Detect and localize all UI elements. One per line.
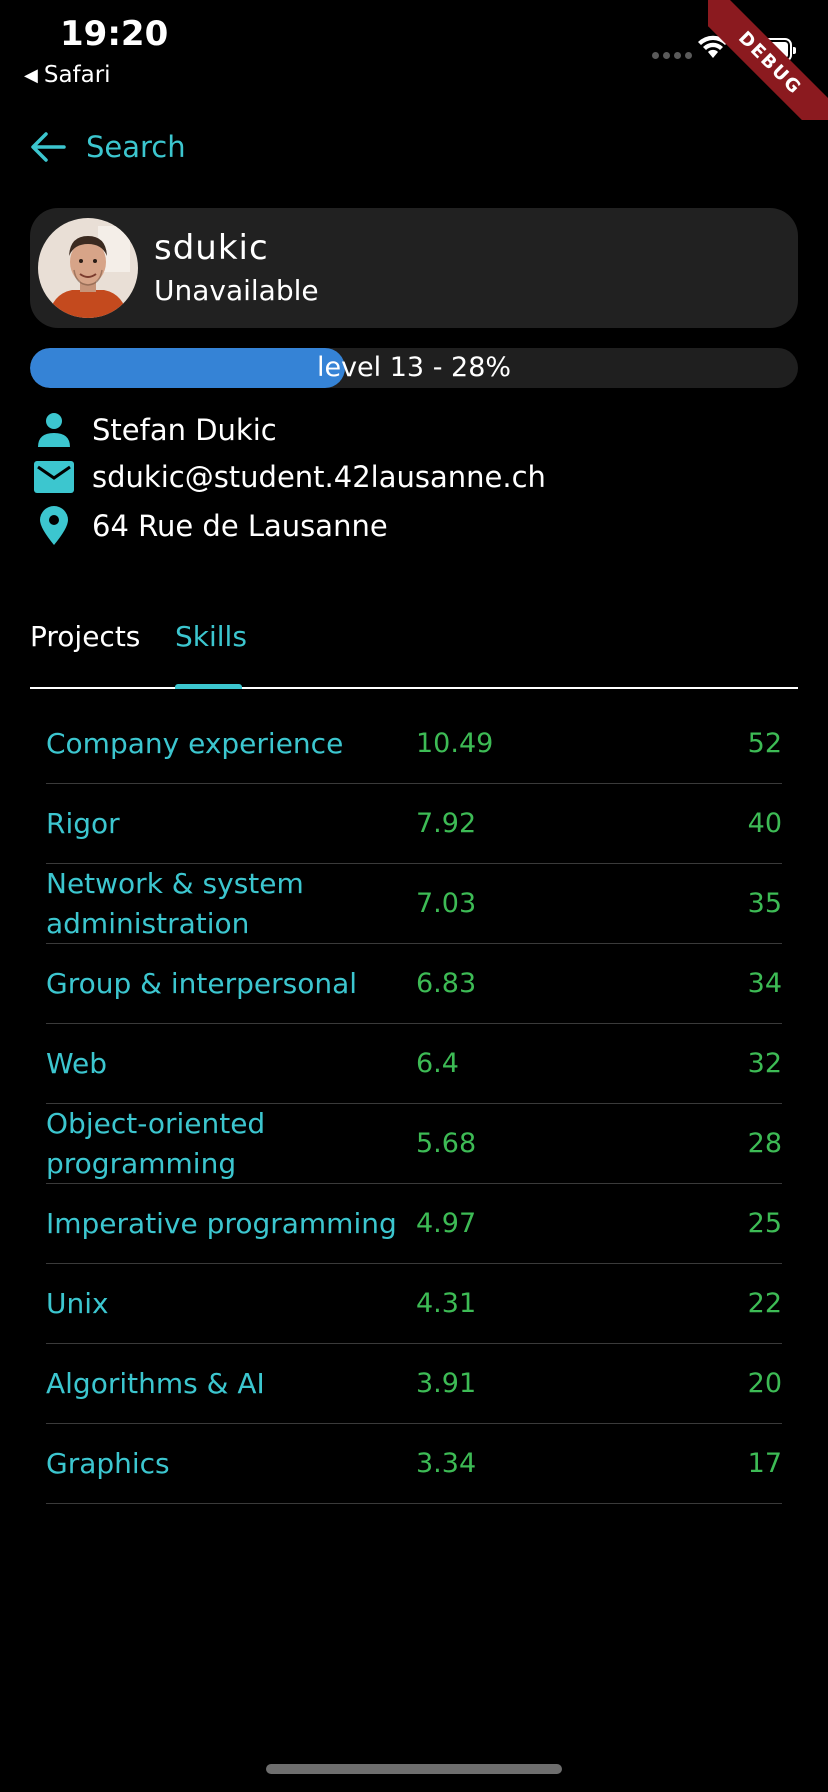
availability-status: Unavailable: [154, 274, 319, 307]
info-email-row: sdukic@student.42lausanne.ch: [30, 460, 546, 494]
skill-row: Web 6.4 32: [46, 1024, 782, 1104]
skill-name: Network & system administration: [46, 866, 304, 940]
tab-projects[interactable]: Projects: [30, 620, 141, 653]
skill-level: 3.91: [416, 1368, 477, 1399]
profile-card: sdukic Unavailable: [30, 208, 798, 328]
skill-row: Unix 4.31 22: [46, 1264, 782, 1344]
skill-name: Web: [46, 1046, 108, 1080]
skill-level: 6.4: [416, 1048, 459, 1079]
skill-percent: 52: [747, 728, 782, 759]
status-bar: 19:20 ◀ Safari: [0, 0, 828, 100]
level-label: level 13 - 28%: [316, 352, 512, 383]
skill-name: Rigor: [46, 806, 120, 840]
level-progress-bar: level 13 - 28%: [30, 348, 798, 388]
email-link[interactable]: sdukic@student.42lausanne.ch: [92, 460, 546, 494]
skill-percent: 20: [747, 1368, 782, 1399]
skill-row: Company experience 10.49 52: [46, 704, 782, 784]
skill-level: 6.83: [416, 968, 477, 999]
skill-row: Object-oriented programming 5.68 28: [46, 1104, 782, 1184]
info-location-row: 64 Rue de Lausanne: [30, 506, 388, 546]
skill-row: Network & system administration 7.03 35: [46, 864, 782, 944]
location-pin-icon: [30, 506, 78, 546]
skill-percent: 22: [747, 1288, 782, 1319]
status-time: 19:20: [60, 14, 169, 54]
location: 64 Rue de Lausanne: [92, 509, 388, 543]
skills-list: Company experience 10.49 52 Rigor 7.92 40 Netw…: [46, 704, 782, 1504]
skill-percent: 40: [747, 808, 782, 839]
back-to-app-button[interactable]: ◀ Safari: [24, 62, 111, 88]
tab-indicator: [175, 684, 242, 689]
full-name: Stefan Dukic: [92, 413, 277, 447]
skill-name: Object-oriented programming: [46, 1106, 266, 1180]
skill-row: Algorithms & AI 3.91 20: [46, 1344, 782, 1424]
skill-name: Algorithms & AI: [46, 1366, 265, 1400]
skill-row: Rigor 7.92 40: [46, 784, 782, 864]
back-app-label: Safari: [43, 62, 111, 88]
skill-row: Group & interpersonal 6.83 34: [46, 944, 782, 1024]
cellular-signal-icon: [652, 52, 692, 59]
skill-level: 5.68: [416, 1128, 477, 1159]
skill-percent: 17: [747, 1448, 782, 1479]
skill-name: Unix: [46, 1286, 109, 1320]
user-avatar: [38, 218, 138, 318]
tab-skills[interactable]: Skills: [175, 620, 247, 653]
skill-percent: 28: [747, 1128, 782, 1159]
skill-level: 3.34: [416, 1448, 477, 1479]
debug-banner-label: DEBUG: [708, 0, 828, 120]
skill-name: Company experience: [46, 726, 344, 760]
skill-level: 4.97: [416, 1208, 477, 1239]
user-login: sdukic: [154, 228, 269, 268]
level-progress-fill: [30, 348, 345, 388]
mail-icon: [30, 460, 78, 494]
skill-level: 10.49: [416, 728, 494, 759]
skill-row: Imperative programming 4.97 25: [46, 1184, 782, 1264]
skill-name: Imperative programming: [46, 1206, 397, 1240]
skill-percent: 32: [747, 1048, 782, 1079]
skill-percent: 35: [747, 888, 782, 919]
person-icon: [30, 412, 78, 448]
skill-name: Group & interpersonal: [46, 966, 358, 1000]
skill-level: 7.92: [416, 808, 477, 839]
skill-name: Graphics: [46, 1446, 170, 1480]
home-indicator: [266, 1764, 562, 1774]
skill-level: 4.31: [416, 1288, 477, 1319]
tab-bar: Projects Skills: [30, 610, 798, 689]
back-button[interactable]: Search: [30, 130, 186, 164]
back-triangle-icon: ◀: [24, 64, 38, 86]
debug-banner: DEBUG: [708, 0, 828, 120]
skill-level: 7.03: [416, 888, 477, 919]
arrow-left-icon: [31, 132, 66, 162]
skill-percent: 34: [747, 968, 782, 999]
skill-row: Graphics 3.34 17: [46, 1424, 782, 1504]
info-name-row: Stefan Dukic: [30, 412, 277, 448]
skill-percent: 25: [747, 1208, 782, 1239]
back-button-label: Search: [86, 130, 186, 164]
